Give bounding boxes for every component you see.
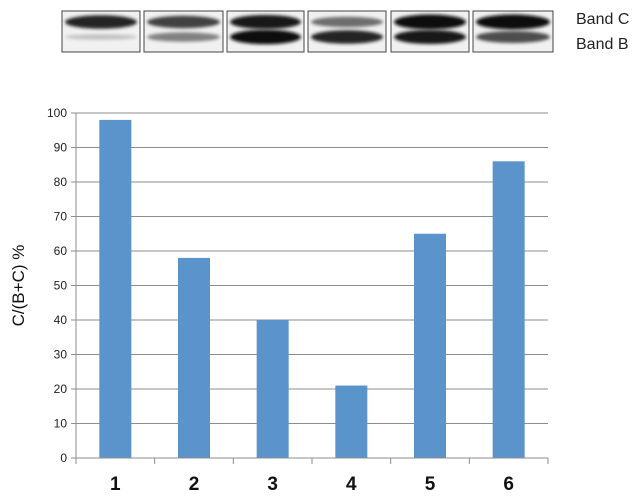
band-b-lane-3 <box>230 29 301 45</box>
blot-lane-6 <box>472 10 554 53</box>
band-c-label: Band C <box>576 11 630 28</box>
band-c-lane-5 <box>394 14 466 30</box>
bar-5 <box>414 233 446 458</box>
x-tick-label-1: 1 <box>110 474 121 495</box>
y-tick-label-10: 10 <box>54 417 68 431</box>
bar-2 <box>178 257 210 458</box>
band-c-lane-1 <box>65 15 137 29</box>
band-b-label: Band B <box>576 36 629 53</box>
band-b-lane-6 <box>476 31 550 43</box>
y-tick-label-90: 90 <box>54 141 68 155</box>
band-b-lane-1 <box>65 34 137 40</box>
band-b-lane-5 <box>394 30 466 44</box>
band-c-lane-6 <box>476 14 550 30</box>
y-tick-label-50: 50 <box>54 279 68 293</box>
y-tick-label-20: 20 <box>54 382 68 396</box>
blot-lane-1 <box>61 10 141 53</box>
x-tick-label-5: 5 <box>425 474 436 495</box>
band-c-lane-2 <box>147 15 220 29</box>
bar-1 <box>99 119 132 459</box>
y-tick-label-100: 100 <box>47 106 67 120</box>
y-tick-label-80: 80 <box>54 175 68 189</box>
x-tick-label-4: 4 <box>346 474 357 495</box>
band-b-lane-4 <box>311 30 383 44</box>
blot-lane-4 <box>307 10 387 53</box>
y-tick-label-40: 40 <box>54 313 68 327</box>
y-tick-label-0: 0 <box>60 451 67 465</box>
band-c-lane-3 <box>230 15 301 29</box>
western-blot-image <box>61 10 554 53</box>
blot-lane-3 <box>226 10 305 53</box>
y-tick-label-60: 60 <box>54 244 68 258</box>
blot-lane-2 <box>143 10 224 53</box>
band-b-lane-2 <box>147 32 220 42</box>
x-tick-label-2: 2 <box>189 474 200 495</box>
bar-4 <box>335 385 368 458</box>
band-c-lane-4 <box>311 16 383 28</box>
x-tick-label-3: 3 <box>267 474 278 495</box>
y-tick-label-30: 30 <box>54 348 68 362</box>
bar-3 <box>256 320 289 458</box>
y-axis-label: C/(B+C) % <box>9 245 28 327</box>
y-tick-label-70: 70 <box>54 210 68 224</box>
x-tick-label-6: 6 <box>503 474 514 495</box>
blot-lane-5 <box>390 10 470 53</box>
bar-6 <box>492 161 525 459</box>
